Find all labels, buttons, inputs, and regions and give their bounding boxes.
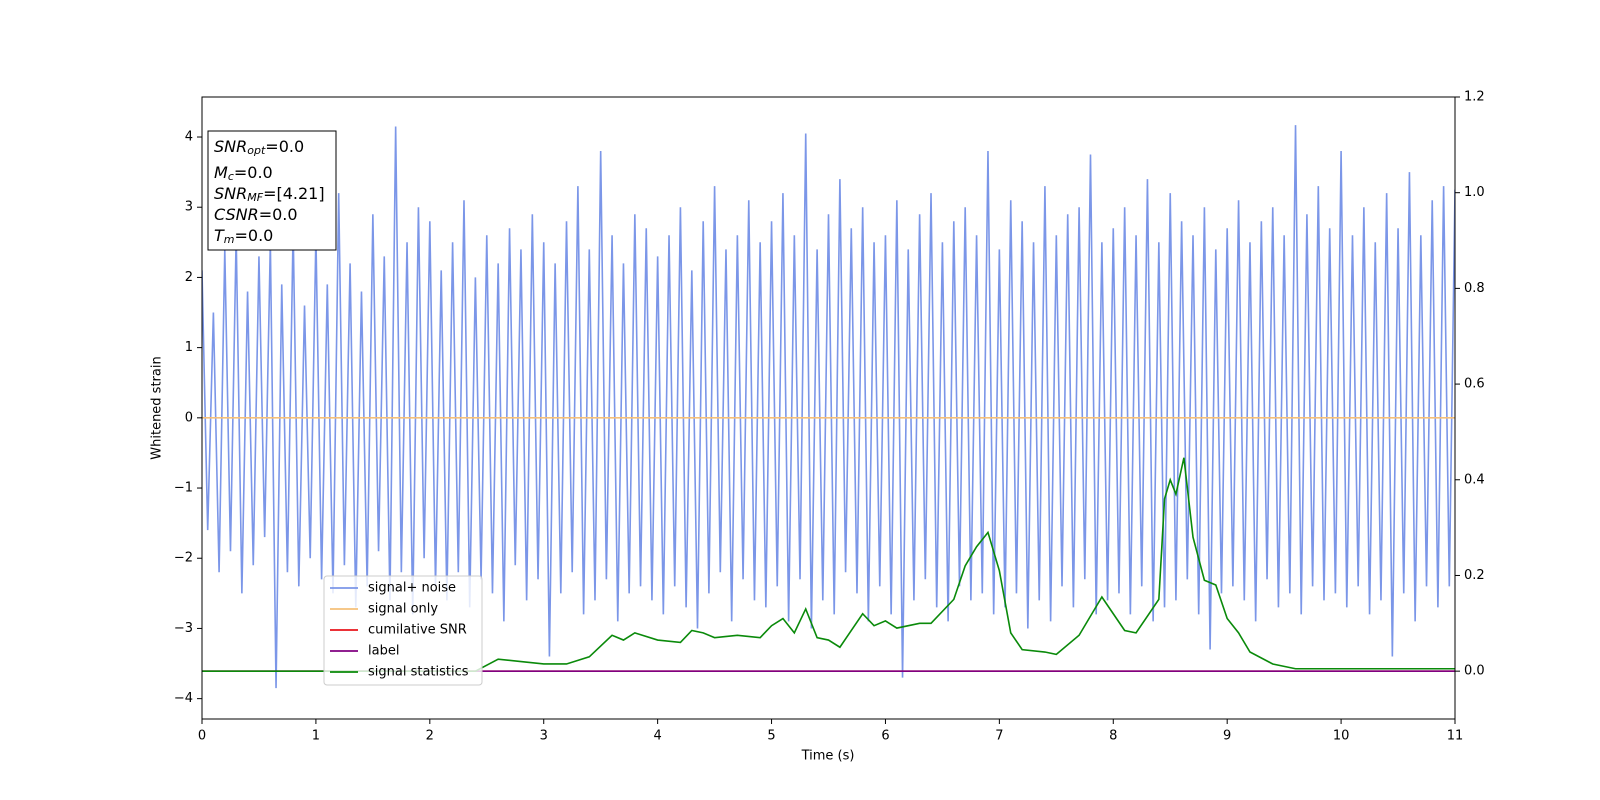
y2-tick-label: 0.6 [1464,377,1485,392]
annotation-rest: =[4.21] [263,184,325,203]
y-tick-label: 0 [185,410,193,425]
y-axis-label: Whitened strain [150,356,165,459]
y2-tick-label: 0.0 [1464,664,1485,679]
legend-label: signal only [368,602,438,617]
series-line [202,125,1455,689]
annotation-box: SNRopt=0.0Mc=0.0SNRMF=[4.21]CSNR=0.0Tm=0… [207,130,337,251]
annotation-main: SNR [214,137,247,156]
y2-tick-label: 0.2 [1464,568,1485,583]
annotation-frame [207,130,337,251]
annotation-sub: MF [247,191,263,204]
y2-tick-label: 1.2 [1464,90,1485,105]
annotation-line: SNRMF=[4.21] [214,184,325,205]
y-tick-label: −4 [174,691,193,706]
x-tick-label: 4 [653,729,661,744]
annotation-line: Mc=0.0 [214,163,273,184]
legend-label: cumilative SNR [368,623,467,638]
x-tick-label: 10 [1333,729,1350,744]
annotation-sub: m [224,233,235,246]
annotation-line: Tm=0.0 [214,226,273,247]
plot-frame [201,96,1456,720]
x-tick-label: 11 [1447,729,1464,744]
annotation-rest: =0.0 [265,137,304,156]
annotation-main: T [214,226,225,245]
y-tick-label: −2 [174,551,193,566]
y2-tick-label: 0.8 [1464,281,1485,296]
y-tick-label: 1 [185,340,193,355]
y-tick-label: 4 [185,130,193,145]
legend-label: signal+ noise [368,581,456,596]
annotation-main: M [214,163,228,182]
y-tick-label: 2 [185,270,193,285]
y-tick-label: −3 [174,621,193,636]
x-tick-label: 8 [1109,729,1117,744]
x-tick-label: 3 [540,729,548,744]
y2-tick-label: 1.0 [1464,185,1485,200]
legend-frame [323,575,483,686]
annotation-sub: c [228,170,234,183]
x-tick-label: 5 [767,729,775,744]
y-tick-label: 3 [185,200,193,215]
annotation-rest: =0.0 [235,226,274,245]
annotation-line: SNRopt=0.0 [214,137,304,158]
annotation-rest: =0.0 [234,163,273,182]
y-tick-label: −1 [174,481,193,496]
annotation-rest: =0.0 [259,205,298,224]
x-tick-label: 7 [995,729,1003,744]
y2-tick-label: 0.4 [1464,472,1485,487]
x-tick-label: 0 [198,729,206,744]
series-line [202,457,1455,672]
annotation-line: CSNR=0.0 [214,205,298,224]
x-tick-label: 6 [881,729,889,744]
legend-label: label [368,644,399,659]
x-axis-label: Time (s) [801,749,855,764]
annotation-sub: opt [247,144,266,157]
annotation-main: CSNR [214,205,259,224]
legend-label: signal statistics [368,665,469,680]
legend: signal+ noise signal only cumilative SNR la… [323,575,483,686]
x-tick-label: 9 [1223,729,1231,744]
x-tick-label: 1 [312,729,320,744]
annotation-main: SNR [214,184,247,203]
x-tick-label: 2 [426,729,434,744]
